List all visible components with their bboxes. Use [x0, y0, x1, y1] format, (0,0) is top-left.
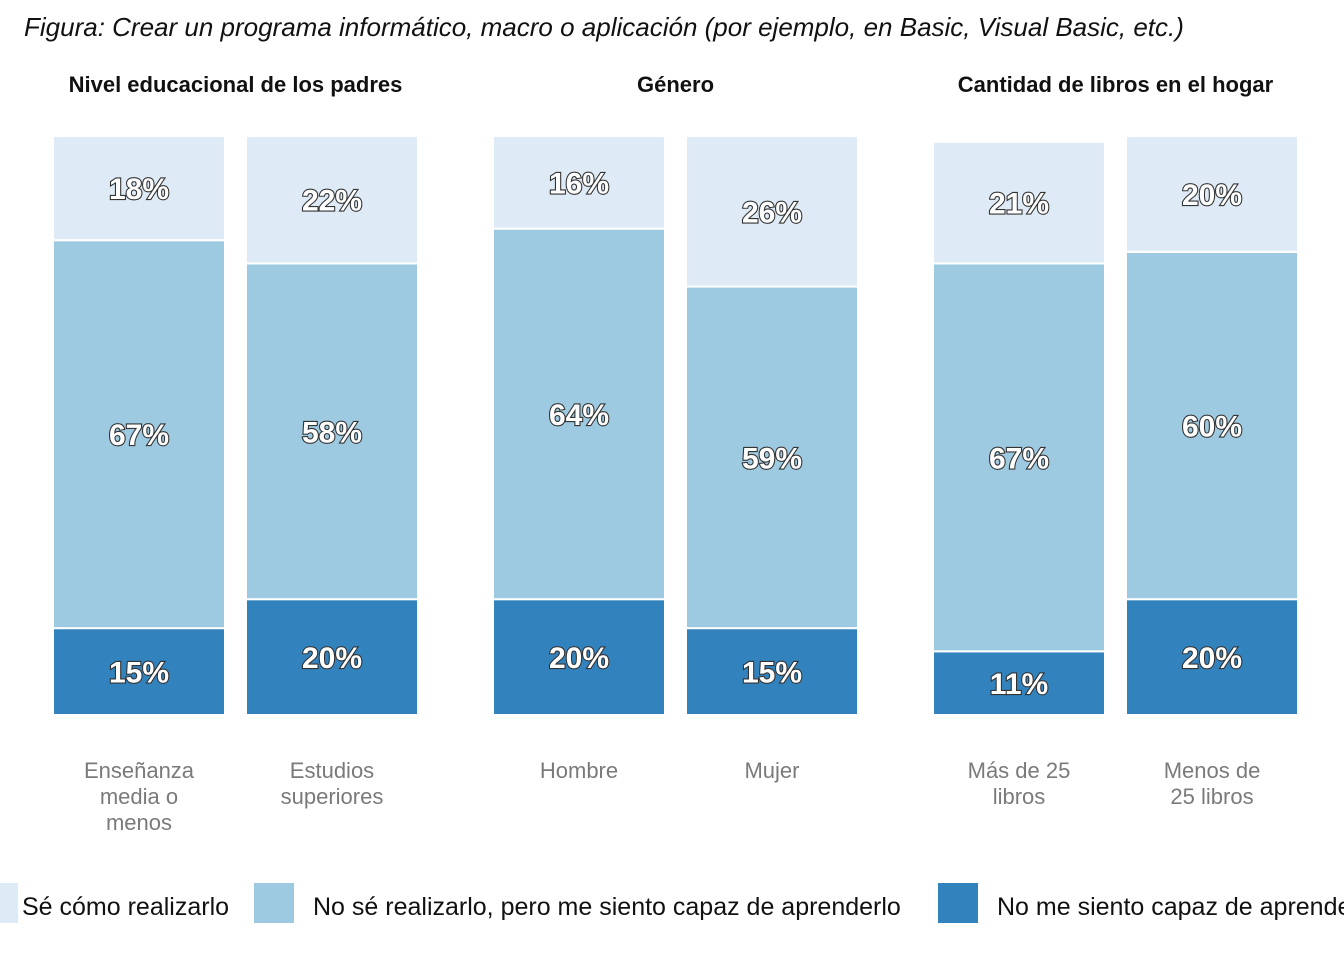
legend-swatch — [938, 883, 978, 923]
bar-stack: 15% 59% 26% — [685, 135, 859, 717]
bar-segment — [932, 650, 1106, 716]
category-label: Más de 25 libros — [968, 758, 1071, 809]
data-label: 16% — [549, 167, 609, 200]
data-label: 26% — [742, 196, 802, 229]
legend-label: No sé realizarlo, pero me siento capaz d… — [313, 893, 901, 921]
bar-stack: 20% 60% 20% — [1125, 135, 1299, 717]
data-label: 22% — [302, 185, 362, 218]
bar-segment — [1125, 250, 1299, 601]
data-label: 21% — [989, 188, 1049, 221]
data-label: 59% — [742, 442, 802, 475]
bar-stack: 20% 64% 16% — [492, 135, 666, 717]
panel-title: Cantidad de libros en el hogar — [958, 72, 1274, 97]
category-label: Mujer — [744, 758, 799, 783]
bar-segment — [932, 262, 1106, 653]
panel-title: Nivel educacional de los padres — [69, 72, 403, 97]
bar-segment — [685, 135, 859, 288]
data-label: 20% — [1182, 642, 1242, 675]
data-label: 15% — [742, 657, 802, 690]
category-label: Hombre — [540, 758, 618, 783]
data-label: 67% — [989, 442, 1049, 475]
bar-stack: 11% 67% 21% — [932, 140, 1106, 716]
data-label: 11% — [990, 668, 1048, 701]
data-label: 67% — [109, 419, 169, 452]
chart-panels: Nivel educacional de los padres 15% 67% 18%… — [52, 72, 1299, 835]
figure-title: Figura: Crear un programa informático, m… — [24, 12, 1184, 42]
panel-2: Género 20% 64% 16% Hombre 15% 59% 26% Mujer — [492, 72, 859, 783]
bar-segment — [492, 598, 666, 717]
bar-segment — [685, 285, 859, 630]
bar-segment — [492, 135, 666, 230]
bar-stack: 15% 67% 18% — [52, 135, 226, 717]
panel-title: Género — [637, 72, 714, 97]
bar-segment — [932, 140, 1106, 265]
category-label: Menos de 25 libros — [1164, 758, 1261, 809]
data-label: 20% — [549, 642, 609, 675]
category-label: Enseñanza media o menos — [84, 758, 195, 835]
data-label: 64% — [549, 399, 609, 432]
bar-segment — [52, 135, 226, 242]
bar-segment — [245, 135, 419, 265]
data-label: 60% — [1182, 411, 1242, 444]
legend-item: Sé cómo realizarlo — [0, 883, 229, 923]
data-label: 20% — [1182, 179, 1242, 212]
panel-1: Nivel educacional de los padres 15% 67% 18%… — [52, 72, 419, 835]
category-label: Estudios superiores — [281, 758, 384, 809]
panel-3: Cantidad de libros en el hogar 11% 67% 21% M… — [932, 72, 1299, 809]
legend-item: No me siento capaz de aprenderlo — [938, 883, 1344, 923]
bar-segment — [52, 627, 226, 717]
data-label: 58% — [302, 416, 362, 449]
legend-label: Sé cómo realizarlo — [22, 893, 229, 921]
legend-swatch — [254, 883, 294, 923]
legend-swatch — [0, 883, 18, 923]
bar-segment — [245, 598, 419, 717]
chart-legend: Sé cómo realizarlo No sé realizarlo, pero… — [0, 883, 1344, 923]
bar-segment — [1125, 135, 1299, 253]
data-label: 15% — [109, 657, 169, 690]
bar-stack: 20% 58% 22% — [245, 135, 419, 717]
bar-segment — [492, 227, 666, 601]
data-label: 18% — [109, 173, 169, 206]
bar-segment — [245, 262, 419, 601]
bar-segment — [1125, 598, 1299, 717]
legend-label: No me siento capaz de aprenderlo — [997, 893, 1344, 921]
data-label: 20% — [302, 642, 362, 675]
legend-item: No sé realizarlo, pero me siento capaz d… — [254, 883, 901, 923]
